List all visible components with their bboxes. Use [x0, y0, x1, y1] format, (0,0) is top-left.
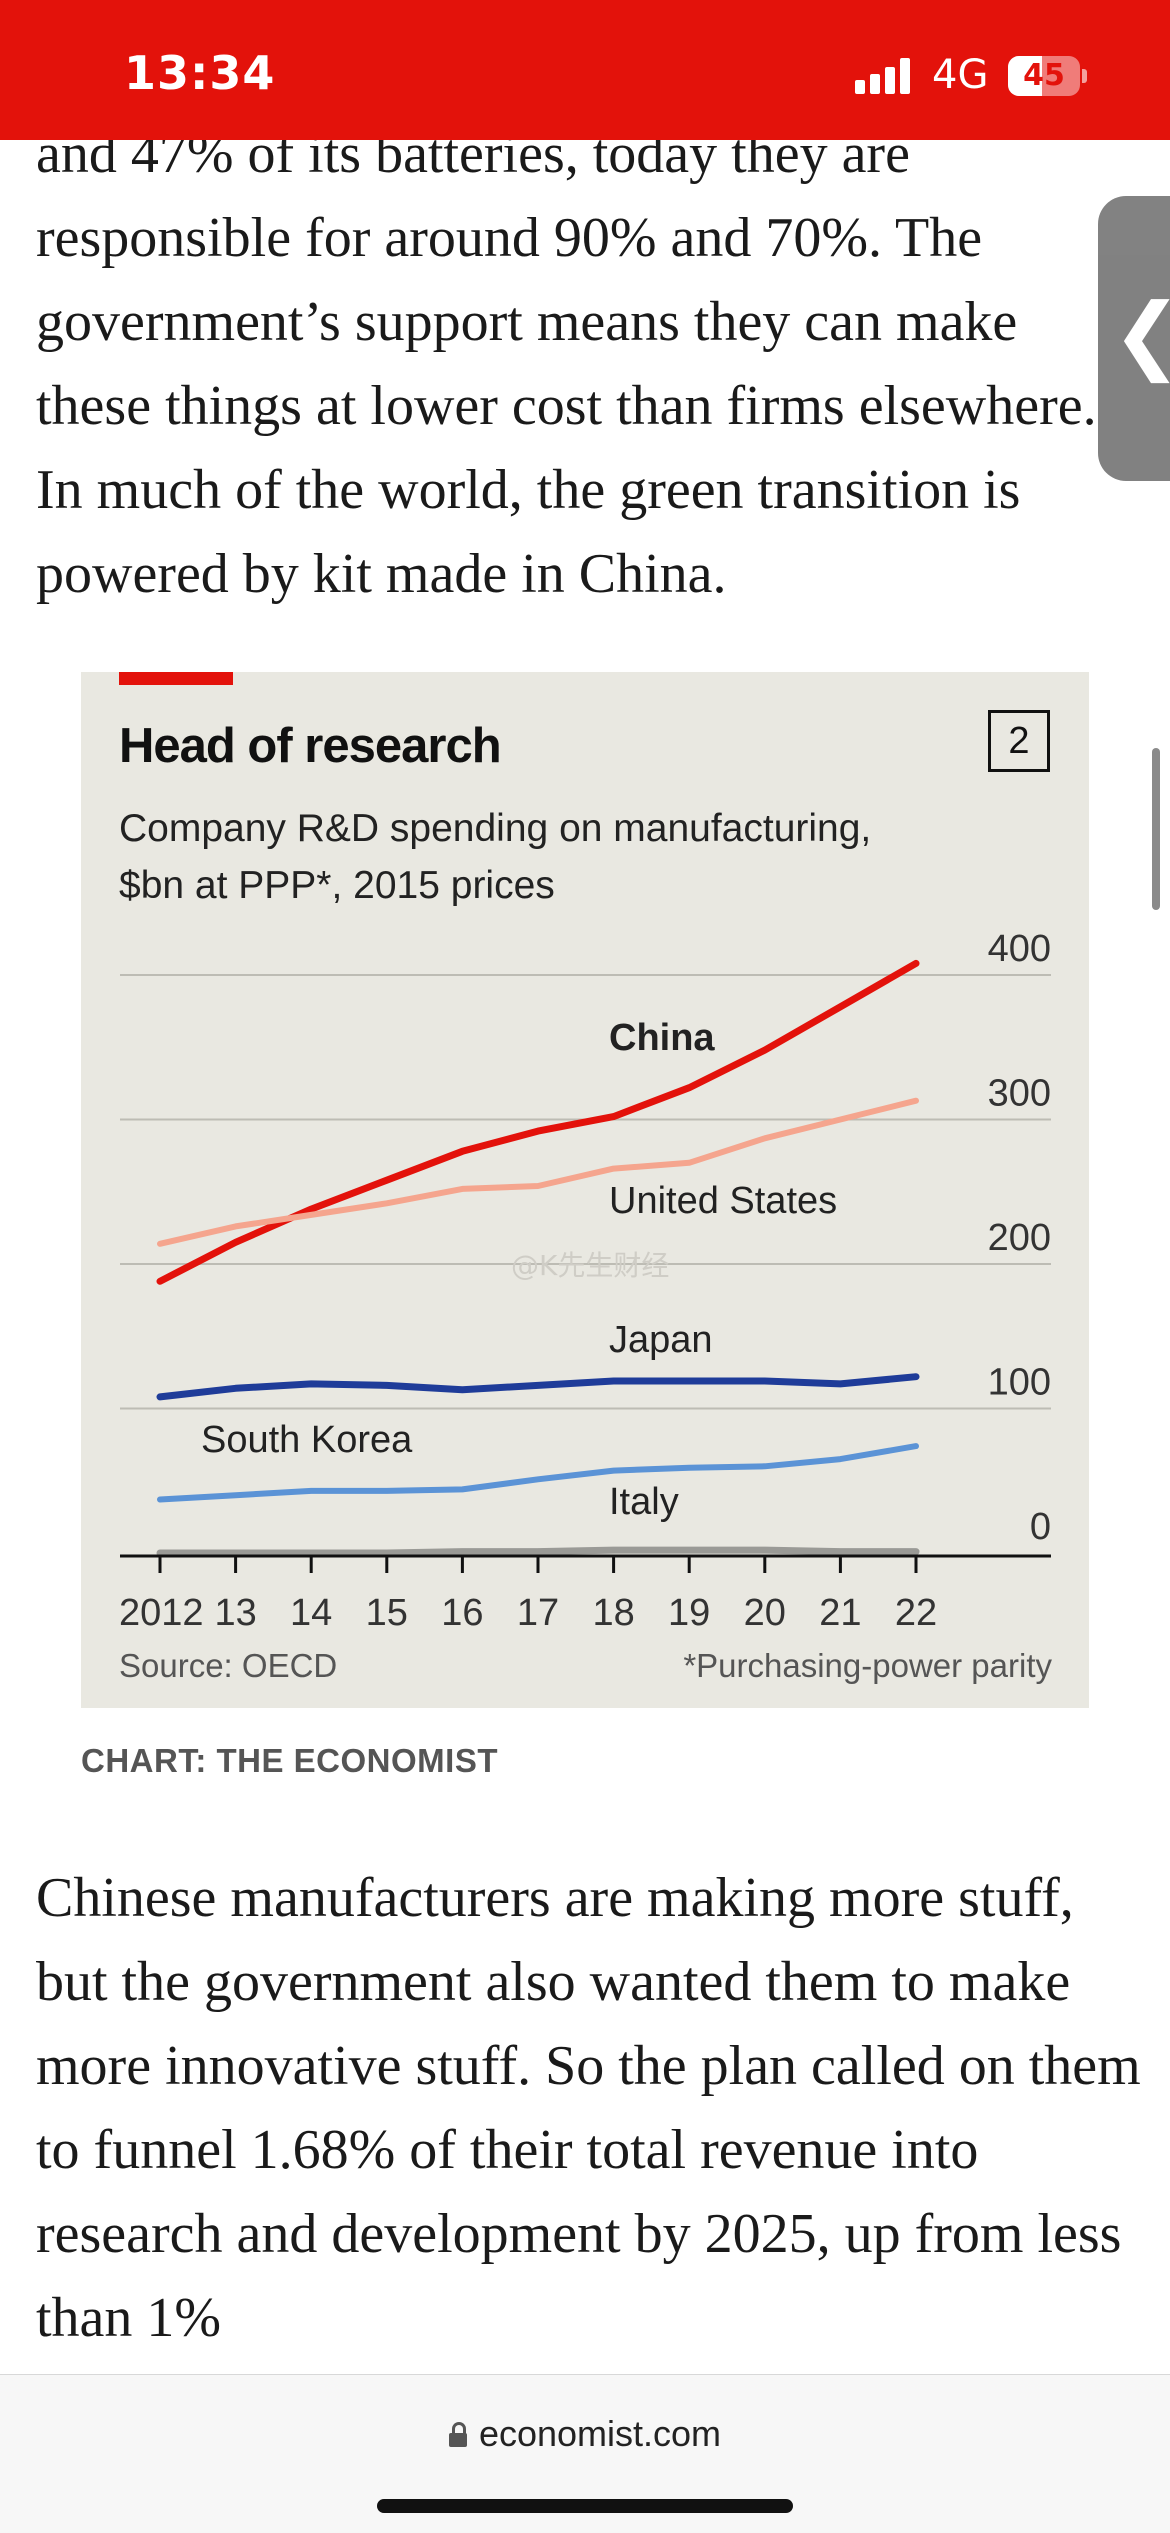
x-tick-label: 2012	[119, 1592, 204, 1634]
status-bar: 13:34 4G 45	[0, 0, 1170, 140]
line-chart: 0 100 200 300 400 China United States Japan Sout…	[119, 928, 1051, 1634]
chart-credit: CHART: THE ECONOMIST	[81, 1742, 498, 1779]
series-line	[156, 1373, 920, 1401]
x-tick-label: 19	[668, 1592, 710, 1634]
x-tick-label: 13	[214, 1592, 256, 1634]
series-label: China	[609, 1017, 715, 1059]
series-line	[156, 959, 920, 1285]
y-tick-label: 0	[1030, 1506, 1051, 1548]
watermark: @K先生财经	[511, 1249, 669, 1282]
chart-title: Head of research	[119, 719, 502, 773]
article-paragraph: and 47% of its batteries, today they are…	[36, 123, 1097, 605]
y-tick-label: 300	[988, 1073, 1051, 1115]
battery-icon: 45	[1008, 56, 1087, 96]
chevron-left-icon: ❮	[1112, 292, 1170, 376]
browser-bottom-bar: economist.com	[0, 2374, 1170, 2533]
chart-card: Head of research 2 Company R&D spending …	[81, 672, 1089, 1708]
x-tick-label: 15	[366, 1592, 408, 1634]
url-text: economist.com	[478, 2413, 722, 2454]
chart-source: Source: OECD	[119, 1647, 338, 1684]
article-paragraph: Chinese manufacturers are making more st…	[36, 1867, 1141, 2349]
series-label: Italy	[609, 1481, 679, 1523]
chart-subtitle: Company R&D spending on manufacturing, $…	[119, 807, 872, 907]
status-time: 13:34	[124, 46, 276, 100]
x-tick-label: 21	[819, 1592, 861, 1634]
battery-level: 45	[1023, 58, 1065, 93]
x-tick-label: 20	[744, 1592, 786, 1634]
x-tick-label: 17	[517, 1592, 559, 1634]
series-line	[157, 1443, 919, 1503]
x-tick-label: 16	[441, 1592, 483, 1634]
series-label: South Korea	[201, 1419, 413, 1461]
lock-icon	[448, 2422, 467, 2447]
chart-footnote: *Purchasing-power parity	[683, 1647, 1052, 1684]
home-indicator[interactable]	[377, 2499, 793, 2513]
series-line	[156, 1546, 920, 1557]
chart-number: 2	[988, 710, 1050, 772]
series-label: United States	[609, 1180, 837, 1222]
scrollbar[interactable]	[1152, 748, 1160, 910]
series-label: Japan	[609, 1319, 713, 1361]
x-tick-label: 18	[592, 1592, 634, 1634]
y-tick-label: 100	[988, 1362, 1051, 1404]
series-line	[157, 1097, 919, 1247]
y-tick-label: 400	[988, 928, 1051, 970]
x-tick-label: 22	[895, 1592, 937, 1634]
y-tick-label: 200	[988, 1217, 1051, 1259]
address-bar[interactable]: economist.com	[0, 2413, 1170, 2455]
chart-accent-bar	[119, 672, 233, 685]
x-tick-label: 14	[290, 1592, 332, 1634]
network-type: 4G	[932, 52, 989, 98]
side-panel-handle[interactable]: ❮	[1098, 196, 1170, 481]
